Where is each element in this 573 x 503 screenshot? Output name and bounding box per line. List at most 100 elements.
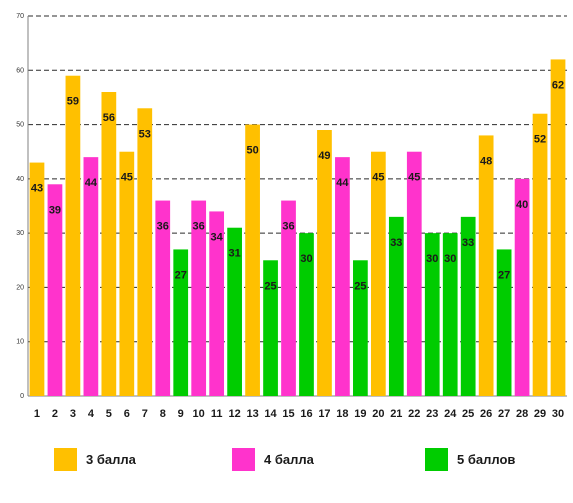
- x-tick-label: 15: [282, 408, 294, 420]
- data-label: 44: [336, 177, 349, 189]
- bar: [227, 227, 242, 396]
- bar: [353, 260, 368, 396]
- x-tick-label: 20: [372, 408, 384, 420]
- data-label: 40: [516, 199, 528, 211]
- legend-label-5-ballov: 5 баллов: [457, 451, 516, 467]
- data-label: 45: [121, 172, 133, 184]
- bar: [101, 92, 117, 396]
- bar: [155, 200, 171, 396]
- x-tick-label: 12: [228, 408, 240, 420]
- bar-chart: 0102030405060704313925934445654565373682…: [16, 13, 567, 420]
- x-tick-label: 2: [52, 408, 58, 420]
- data-label: 33: [390, 237, 402, 249]
- bar: [83, 157, 99, 396]
- bar: [299, 233, 314, 396]
- x-tick-label: 10: [193, 408, 205, 420]
- data-label: 39: [49, 204, 61, 216]
- y-tick-label: 30: [16, 230, 24, 237]
- y-tick-label: 10: [16, 339, 24, 346]
- legend-swatch-3-balla: [54, 447, 77, 471]
- legend-item-4-balla: 4 балла: [232, 447, 314, 471]
- bar: [281, 200, 296, 396]
- data-label: 27: [498, 269, 510, 281]
- x-tick-label: 13: [246, 408, 258, 420]
- bar: [137, 108, 153, 397]
- y-tick-label: 0: [20, 393, 24, 400]
- x-tick-label: 18: [336, 408, 348, 420]
- bar: [532, 113, 548, 396]
- data-label: 25: [354, 280, 366, 292]
- data-label: 27: [175, 269, 187, 281]
- bar: [263, 260, 278, 396]
- y-tick-label: 70: [16, 13, 24, 20]
- x-tick-label: 7: [142, 408, 148, 420]
- data-label: 36: [282, 221, 294, 233]
- data-label: 48: [480, 155, 492, 167]
- x-tick-label: 16: [300, 408, 312, 420]
- data-label: 56: [103, 112, 115, 124]
- x-tick-label: 8: [160, 408, 166, 420]
- data-label: 36: [157, 221, 169, 233]
- data-label: 45: [372, 172, 384, 184]
- x-tick-label: 25: [462, 408, 474, 420]
- data-label: 43: [31, 183, 43, 195]
- data-label: 59: [67, 96, 79, 108]
- legend-label-3-balla: 3 балла: [86, 451, 136, 467]
- legend-swatch-5-ballov: [425, 447, 448, 471]
- x-tick-label: 17: [318, 408, 330, 420]
- y-tick-label: 20: [16, 284, 24, 291]
- data-label: 49: [318, 150, 330, 162]
- bar: [47, 184, 63, 396]
- x-tick-label: 24: [444, 408, 457, 420]
- bar: [370, 151, 386, 396]
- bar: [514, 178, 530, 396]
- x-tick-label: 1: [34, 408, 40, 420]
- x-tick-label: 11: [211, 408, 223, 420]
- bar: [65, 75, 81, 396]
- data-label: 34: [211, 231, 224, 243]
- data-label: 53: [139, 128, 151, 140]
- x-tick-label: 27: [498, 408, 510, 420]
- data-label: 30: [444, 253, 456, 265]
- legend-item-3-balla: 3 балла: [54, 447, 136, 471]
- data-label: 45: [408, 172, 420, 184]
- y-tick-label: 40: [16, 176, 24, 183]
- bar: [317, 130, 332, 396]
- legend-item-5-ballov: 5 баллов: [425, 447, 515, 471]
- x-tick-label: 26: [480, 408, 492, 420]
- x-tick-label: 6: [124, 408, 130, 420]
- data-label: 30: [300, 253, 312, 265]
- x-tick-label: 30: [552, 408, 564, 420]
- x-tick-label: 28: [516, 408, 528, 420]
- x-tick-label: 29: [534, 408, 546, 420]
- bar: [550, 59, 566, 397]
- legend-label-4-balla: 4 балла: [264, 451, 314, 467]
- data-label: 62: [552, 79, 564, 91]
- data-label: 50: [246, 145, 258, 157]
- bar: [209, 211, 225, 396]
- x-tick-label: 5: [106, 408, 112, 420]
- x-tick-label: 21: [390, 408, 402, 420]
- x-tick-label: 4: [88, 408, 95, 420]
- bar: [424, 233, 440, 396]
- legend-swatch-4-balla: [232, 447, 255, 471]
- bar: [173, 249, 189, 396]
- bar: [245, 124, 260, 397]
- x-tick-label: 3: [70, 408, 76, 420]
- x-tick-label: 22: [408, 408, 420, 420]
- data-label: 44: [85, 177, 98, 189]
- x-tick-label: 23: [426, 408, 438, 420]
- bar: [388, 216, 404, 396]
- bar: [406, 151, 422, 396]
- x-tick-label: 19: [354, 408, 366, 420]
- x-tick-label: 9: [178, 408, 184, 420]
- y-tick-label: 60: [16, 67, 24, 74]
- data-label: 25: [264, 280, 276, 292]
- data-label: 52: [534, 134, 546, 146]
- bar: [191, 200, 207, 396]
- x-tick-label: 14: [264, 408, 277, 420]
- data-label: 33: [462, 237, 474, 249]
- bar: [478, 135, 494, 396]
- data-label: 36: [193, 221, 205, 233]
- bar: [119, 151, 135, 396]
